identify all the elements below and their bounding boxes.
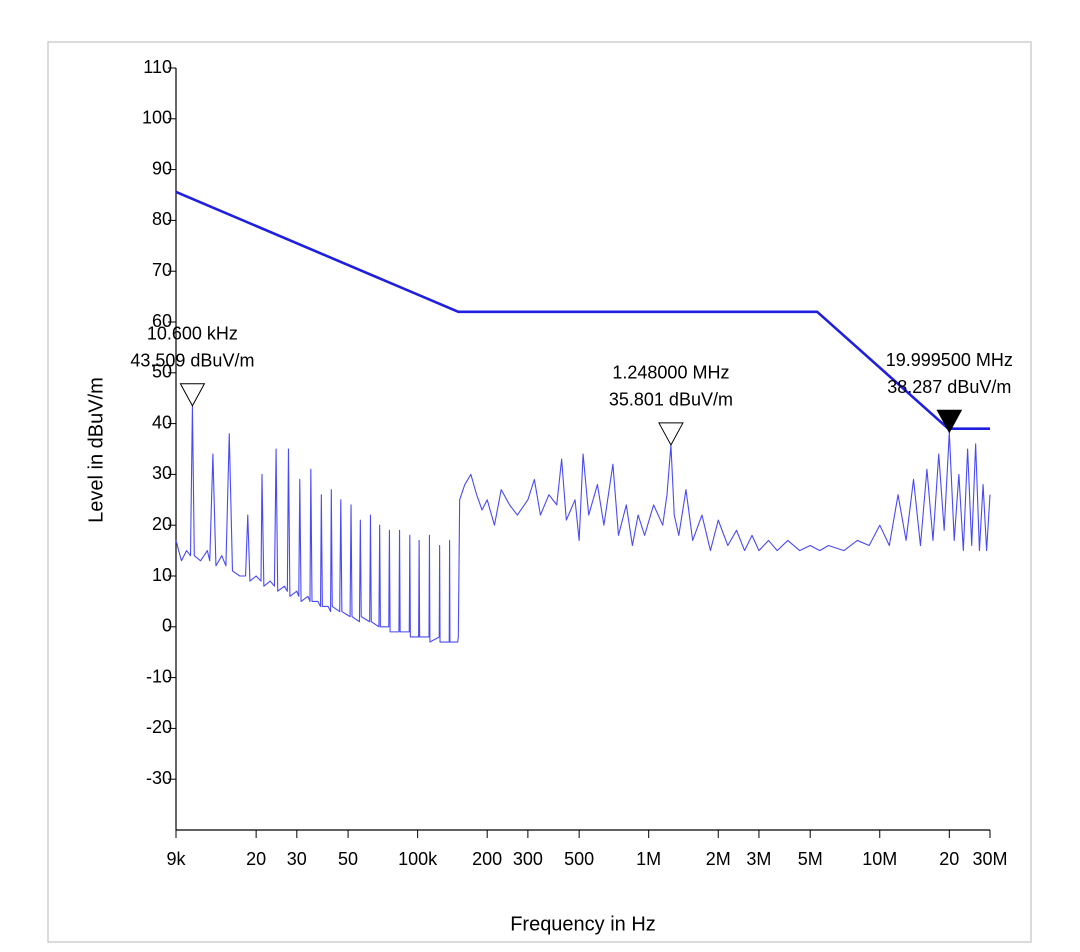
x-tick-label: 30M bbox=[972, 849, 1007, 869]
y-tick-label: 10 bbox=[152, 565, 172, 585]
x-tick-label: 300 bbox=[513, 849, 543, 869]
y-tick-label: 110 bbox=[143, 57, 172, 77]
y-tick-label: 40 bbox=[152, 412, 172, 432]
y-tick-label: 80 bbox=[152, 209, 172, 229]
y-tick-label: 100 bbox=[142, 108, 172, 128]
y-axis-label: Level in dBuV/m bbox=[85, 377, 107, 523]
x-tick-label: 1M bbox=[636, 849, 661, 869]
x-tick-label: 30 bbox=[287, 849, 307, 869]
x-axis-label: Frequency in Hz bbox=[510, 913, 656, 935]
x-tick-label: 10M bbox=[862, 849, 897, 869]
marker-level-label: 35.801 dBuV/m bbox=[609, 390, 733, 410]
marker-freq-label: 1.248000 MHz bbox=[612, 363, 729, 383]
y-tick-label: 90 bbox=[152, 158, 172, 178]
marker-freq-label: 19.999500 MHz bbox=[886, 350, 1013, 370]
marker-freq-label: 10.600 kHz bbox=[147, 324, 238, 344]
x-tick-label: 2M bbox=[706, 849, 731, 869]
y-tick-label: 20 bbox=[152, 514, 172, 534]
y-tick-label: 0 bbox=[162, 616, 172, 636]
x-tick-label: 5M bbox=[798, 849, 823, 869]
y-tick-label: 50 bbox=[152, 362, 172, 382]
y-tick-label: -10 bbox=[146, 666, 172, 686]
marker bbox=[179, 383, 206, 407]
marker bbox=[658, 422, 684, 446]
y-tick-label: -30 bbox=[146, 768, 172, 788]
x-tick-label: 500 bbox=[564, 849, 594, 869]
limit-line bbox=[175, 190, 990, 430]
trace-line bbox=[175, 405, 991, 643]
y-tick-label: -20 bbox=[146, 717, 172, 737]
marker-level-label: 43.509 dBuV/m bbox=[130, 351, 254, 371]
marker bbox=[936, 409, 963, 434]
chart-frame bbox=[47, 41, 1032, 943]
x-tick-label: 3M bbox=[746, 849, 771, 869]
y-tick-label: 30 bbox=[152, 463, 172, 483]
x-tick-label: 100k bbox=[398, 849, 438, 869]
x-tick-label: 9k bbox=[166, 849, 186, 869]
marker-level-label: 38.287 dBuV/m bbox=[887, 377, 1011, 397]
y-tick-label: 70 bbox=[152, 260, 172, 280]
x-tick-label: 50 bbox=[338, 849, 358, 869]
x-tick-label: 20 bbox=[246, 849, 266, 869]
x-tick-label: 200 bbox=[472, 849, 502, 869]
y-tick-label: 60 bbox=[152, 311, 172, 331]
x-tick-label: 20 bbox=[939, 849, 959, 869]
